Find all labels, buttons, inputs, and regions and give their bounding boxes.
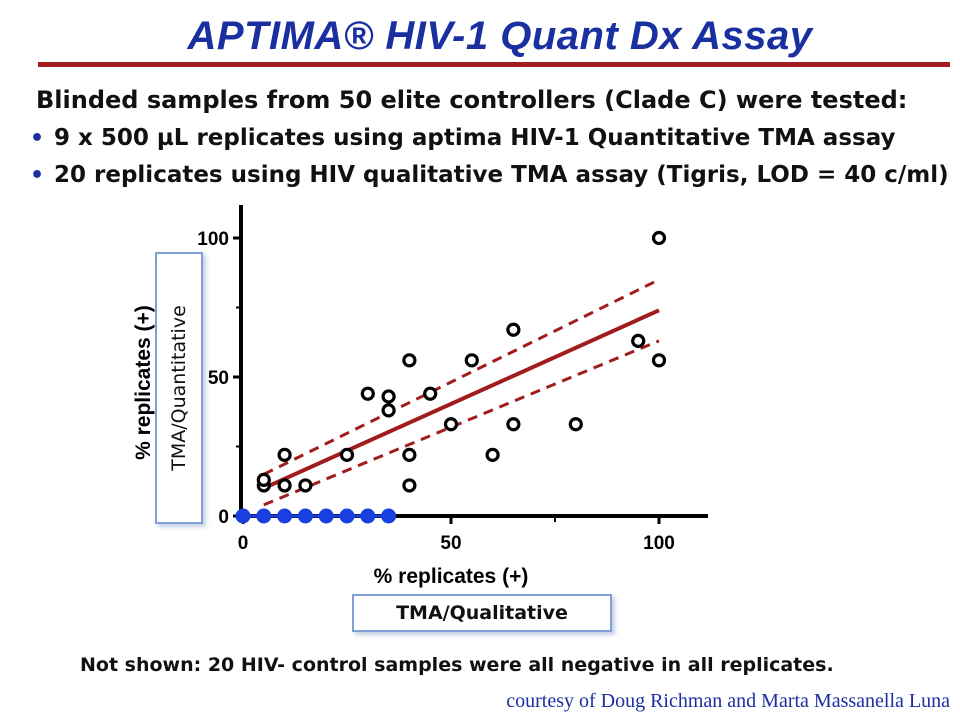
data-point-open	[443, 417, 459, 432]
quantitative-assay-label: TMA/Quantitative	[155, 252, 203, 524]
data-point-open	[256, 472, 271, 487]
intro-text: Blinded samples from 50 elite controller…	[36, 86, 908, 114]
qualitative-assay-label: TMA/Qualitative	[352, 594, 612, 632]
bullet-item: • 9 x 500 µL replicates using aptima HIV-…	[30, 120, 949, 157]
data-point-open	[402, 478, 417, 493]
credit-line: courtesy of Doug Richman and Marta Massa…	[506, 690, 950, 712]
data-point-open	[506, 417, 521, 432]
data-point-open	[631, 333, 646, 348]
bullet-item: • 20 replicates using HIV qualitative TMA…	[30, 157, 949, 194]
data-point-filled	[318, 508, 334, 524]
data-point-open	[651, 230, 667, 246]
data-point-open	[339, 447, 355, 462]
bullet-icon: •	[30, 163, 45, 188]
scatter-chart: 0 50 100 0 50 100 % replicates (+) % replicates…	[132, 205, 708, 588]
y-tick-label: 50	[208, 368, 229, 389]
data-point-open	[381, 403, 396, 418]
data-point-filled	[277, 508, 293, 524]
data-point-open	[360, 386, 375, 401]
data-point-filled	[297, 508, 313, 524]
title-underline	[38, 62, 950, 67]
x-tick-label: 50	[440, 533, 461, 554]
qualitative-label-text: TMA/Qualitative	[396, 602, 568, 624]
footnote: Not shown: 20 HIV- control samples were …	[80, 654, 834, 676]
data-point-open	[402, 447, 417, 462]
confidence-band-lower	[263, 339, 660, 507]
data-point-open	[298, 478, 313, 493]
x-tick-label: 0	[238, 533, 249, 554]
data-point-filled	[256, 508, 272, 524]
data-point-open	[568, 417, 583, 432]
data-point-filled	[360, 508, 376, 524]
bullet-icon: •	[30, 126, 45, 151]
slide-title: APTIMA® HIV-1 Quant Dx Assay	[187, 14, 813, 58]
data-point-open	[402, 353, 417, 368]
bullet-text: 20 replicates using HIV qualitative TMA …	[54, 162, 949, 188]
data-point-open	[381, 389, 396, 404]
data-point-open	[423, 386, 438, 401]
y-tick-label: 0	[218, 507, 229, 528]
data-point-filled	[381, 508, 397, 524]
data-point-open	[277, 447, 292, 462]
data-point-filled	[235, 508, 251, 524]
x-tick-label: 100	[643, 533, 675, 554]
x-axis-label: % replicates (+)	[374, 565, 529, 588]
regression-line	[262, 308, 660, 491]
data-point-open	[277, 478, 292, 493]
bullet-text: 9 x 500 µL replicates using aptima HIV-1…	[54, 125, 896, 151]
confidence-band-upper	[263, 278, 660, 476]
data-point-open	[464, 353, 479, 368]
bullet-list: • 9 x 500 µL replicates using aptima HIV-…	[30, 120, 949, 194]
data-point-open	[485, 447, 500, 462]
y-axis-label: % replicates (+)	[132, 305, 155, 460]
y-tick-label: 100	[197, 229, 229, 250]
data-point-open	[651, 353, 667, 368]
data-point-open	[506, 322, 521, 337]
data-point-filled	[339, 508, 355, 524]
quantitative-label-text: TMA/Quantitative	[168, 305, 191, 471]
